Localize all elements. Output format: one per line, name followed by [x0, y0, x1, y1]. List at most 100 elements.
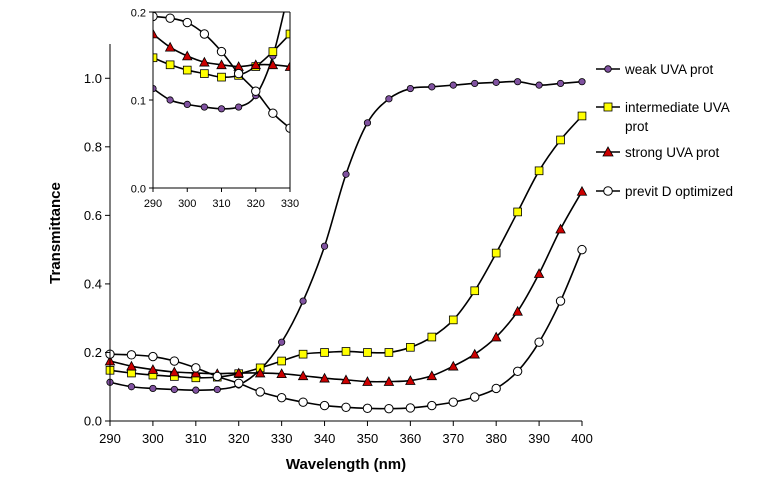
- data-point-triangle: [340, 374, 352, 385]
- x-tick-label: 330: [281, 198, 299, 210]
- data-point-open-circle: [470, 392, 480, 402]
- data-point-circle: [299, 297, 307, 305]
- y-tick-label: 0.0: [84, 414, 102, 429]
- data-point-circle: [471, 79, 479, 88]
- y-tick-label: 0.2: [84, 345, 102, 360]
- data-point-triangle: [555, 223, 566, 234]
- data-point-circle: [363, 119, 372, 127]
- data-point-open-circle: [169, 356, 180, 366]
- data-point-triangle: [276, 368, 287, 379]
- data-point-circle: [166, 96, 174, 104]
- y-tick-label: 0.0: [131, 184, 146, 196]
- series-previt-d-optimized: [153, 12, 290, 133]
- x-tick-label: 380: [485, 431, 507, 446]
- data-point-triangle: [254, 367, 266, 378]
- legend-item-previt-d: previt D optimized: [596, 184, 733, 199]
- data-point-square: [363, 348, 372, 357]
- data-point-square: [182, 65, 192, 75]
- x-tick-label: 310: [185, 431, 207, 446]
- legend-marker-open-circle: [603, 186, 613, 196]
- legend-label-continued: prot: [625, 119, 649, 134]
- data-point-circle: [535, 81, 543, 89]
- data-point-open-circle: [405, 403, 416, 413]
- data-point-square: [268, 47, 278, 56]
- data-point-square: [491, 248, 501, 258]
- data-point-circle: [514, 78, 522, 86]
- legend-item-strong-uva: strong UVA prot: [596, 145, 720, 160]
- x-tick-label: 290: [99, 431, 121, 446]
- data-point-square: [406, 343, 415, 352]
- data-point-circle: [183, 100, 191, 109]
- x-tick-label: 300: [178, 198, 196, 210]
- data-point-square: [556, 135, 565, 145]
- data-point-triangle: [164, 41, 176, 52]
- data-point-triangle: [297, 370, 309, 381]
- data-point-square: [534, 166, 544, 176]
- x-tick-label: 310: [212, 198, 230, 210]
- data-point-circle: [428, 83, 436, 91]
- inset-plot: 290 300 310 320 330 0.0 0.1 0.2: [131, 8, 299, 211]
- data-point-triangle: [216, 59, 227, 70]
- data-point-open-circle: [276, 392, 287, 403]
- y-tick-label: 0.4: [84, 276, 102, 291]
- data-point-triangle: [199, 56, 210, 67]
- data-point-circle: [578, 78, 586, 86]
- data-point-circle: [449, 81, 457, 89]
- data-point-square: [577, 111, 587, 121]
- data-point-open-circle: [577, 244, 587, 255]
- data-point-square: [200, 69, 209, 78]
- data-point-triangle: [319, 372, 330, 383]
- data-point-open-circle: [362, 403, 373, 414]
- y-tick-label: 0.6: [84, 208, 102, 223]
- x-tick-label: 370: [442, 431, 464, 446]
- legend-marker-square: [603, 102, 613, 112]
- data-point-open-circle: [341, 402, 351, 412]
- legend-marker-circle: [604, 65, 612, 73]
- y-axis-title: Transmittance: [47, 182, 64, 284]
- data-point-open-circle: [234, 378, 244, 388]
- data-point-circle: [556, 79, 565, 88]
- y-tick-label: 0.8: [84, 139, 102, 154]
- data-point-circle: [149, 384, 157, 393]
- data-point-open-circle: [216, 46, 227, 57]
- data-point-circle: [217, 105, 226, 113]
- inset-background: [153, 12, 290, 188]
- legend-marker-triangle: [602, 146, 614, 157]
- data-point-triangle: [267, 59, 279, 70]
- data-point-open-circle: [191, 363, 201, 373]
- data-point-open-circle: [212, 371, 222, 382]
- data-point-triangle: [147, 364, 159, 374]
- data-point-open-circle: [126, 350, 137, 360]
- data-point-open-circle: [251, 86, 261, 96]
- data-point-triangle: [362, 376, 373, 386]
- data-point-open-circle: [512, 366, 523, 377]
- legend-label: weak UVA prot: [624, 62, 714, 77]
- data-point-circle: [492, 78, 500, 86]
- y-tick-label: 1.0: [84, 71, 102, 86]
- data-point-triangle: [250, 59, 262, 70]
- main-plot: 290 300 310 320 330 340 350 360 370 380 390 400 0.0 0…: [47, 44, 593, 473]
- data-point-open-circle: [384, 403, 394, 414]
- data-point-square: [217, 72, 226, 82]
- main-ticks: 290 300 310 320 330 340 350 360 370 380 390 400 0.0 0…: [84, 71, 593, 446]
- data-point-open-circle: [534, 337, 544, 347]
- data-point-triangle: [426, 370, 438, 381]
- data-point-triangle: [169, 366, 180, 377]
- data-point-open-circle: [255, 387, 265, 397]
- data-point-square: [427, 332, 437, 342]
- legend-label: strong UVA prot: [625, 145, 720, 160]
- data-point-square: [165, 60, 175, 70]
- legend-item-intermediate-uva: intermediate UVA prot: [596, 100, 730, 134]
- data-point-circle: [213, 385, 221, 394]
- data-point-square: [277, 356, 286, 366]
- data-point-triangle: [533, 268, 545, 278]
- legend-item-weak-uva: weak UVA prot: [596, 62, 714, 77]
- data-point-open-circle: [199, 29, 210, 39]
- data-point-circle: [127, 383, 136, 391]
- x-tick-label: 330: [271, 431, 293, 446]
- data-point-triangle: [512, 305, 523, 316]
- x-tick-label: 320: [228, 431, 250, 446]
- x-tick-label: 300: [142, 431, 164, 446]
